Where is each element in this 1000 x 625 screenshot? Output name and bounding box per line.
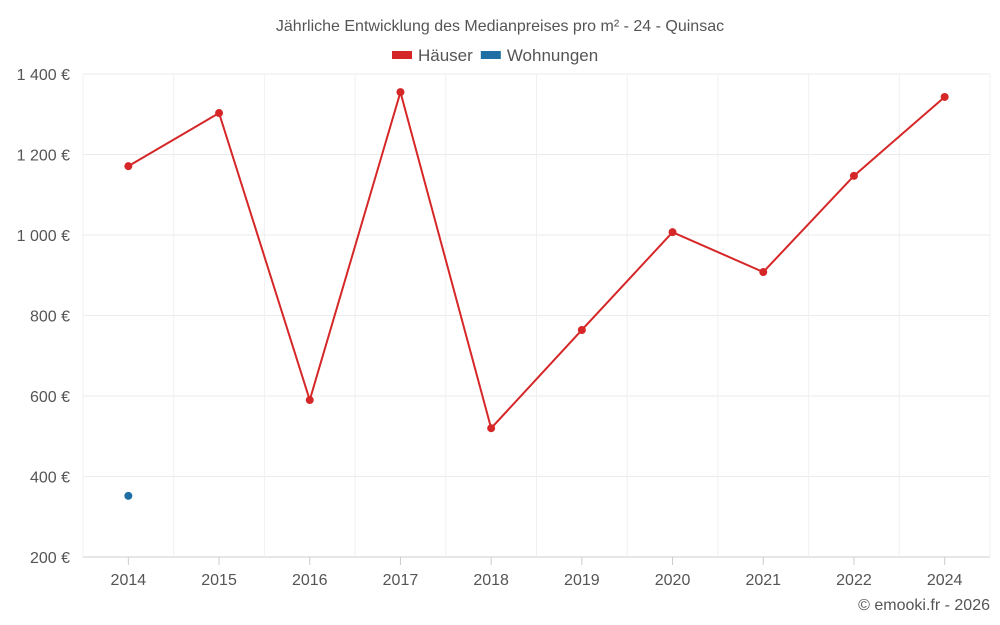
x-tick-label: 2024 (927, 572, 963, 589)
data-point (124, 491, 133, 500)
y-tick-label: 200 € (30, 550, 70, 567)
legend: Häuser Wohnungen (392, 46, 598, 65)
legend-label: Häuser (418, 46, 473, 65)
y-tick-label: 800 € (30, 309, 70, 326)
legend-swatch (480, 51, 501, 59)
y-tick-label: 1 200 € (17, 148, 70, 165)
credit: © emooki.fr - 2026 (858, 597, 990, 614)
grid: 200 € 400 € 600 € 800 € 1 000 € 1 200 € 1 400 … (17, 67, 991, 589)
data-point (668, 228, 677, 237)
x-tick-label: 2019 (564, 572, 600, 589)
chart-title: Jährliche Entwicklung des Medianpreises … (276, 18, 724, 35)
y-tick-label: 400 € (30, 470, 70, 487)
data-point (215, 109, 224, 118)
marks (124, 88, 949, 500)
legend-swatch (392, 51, 412, 59)
data-point (124, 162, 133, 171)
data-point (305, 396, 314, 405)
data-point (940, 92, 949, 101)
y-tick-label: 600 € (30, 389, 70, 406)
data-point (396, 88, 405, 97)
x-tick-label: 2015 (201, 572, 237, 589)
y-tick-label: 1 000 € (17, 228, 70, 245)
x-tick-label: 2020 (655, 572, 691, 589)
x-tick-label: 2018 (473, 572, 509, 589)
data-point (849, 171, 858, 180)
legend-label: Wohnungen (507, 46, 598, 65)
x-tick-label: 2021 (745, 572, 781, 589)
series-line-häuser (127, 88, 946, 431)
data-point (577, 325, 586, 334)
data-point (487, 424, 496, 433)
x-tick-label: 2022 (836, 572, 872, 589)
x-tick-label: 2016 (292, 572, 328, 589)
x-tick-label: 2014 (111, 572, 147, 589)
data-point (759, 268, 768, 277)
y-tick-label: 1 400 € (17, 67, 70, 84)
x-tick-label: 2017 (383, 572, 419, 589)
